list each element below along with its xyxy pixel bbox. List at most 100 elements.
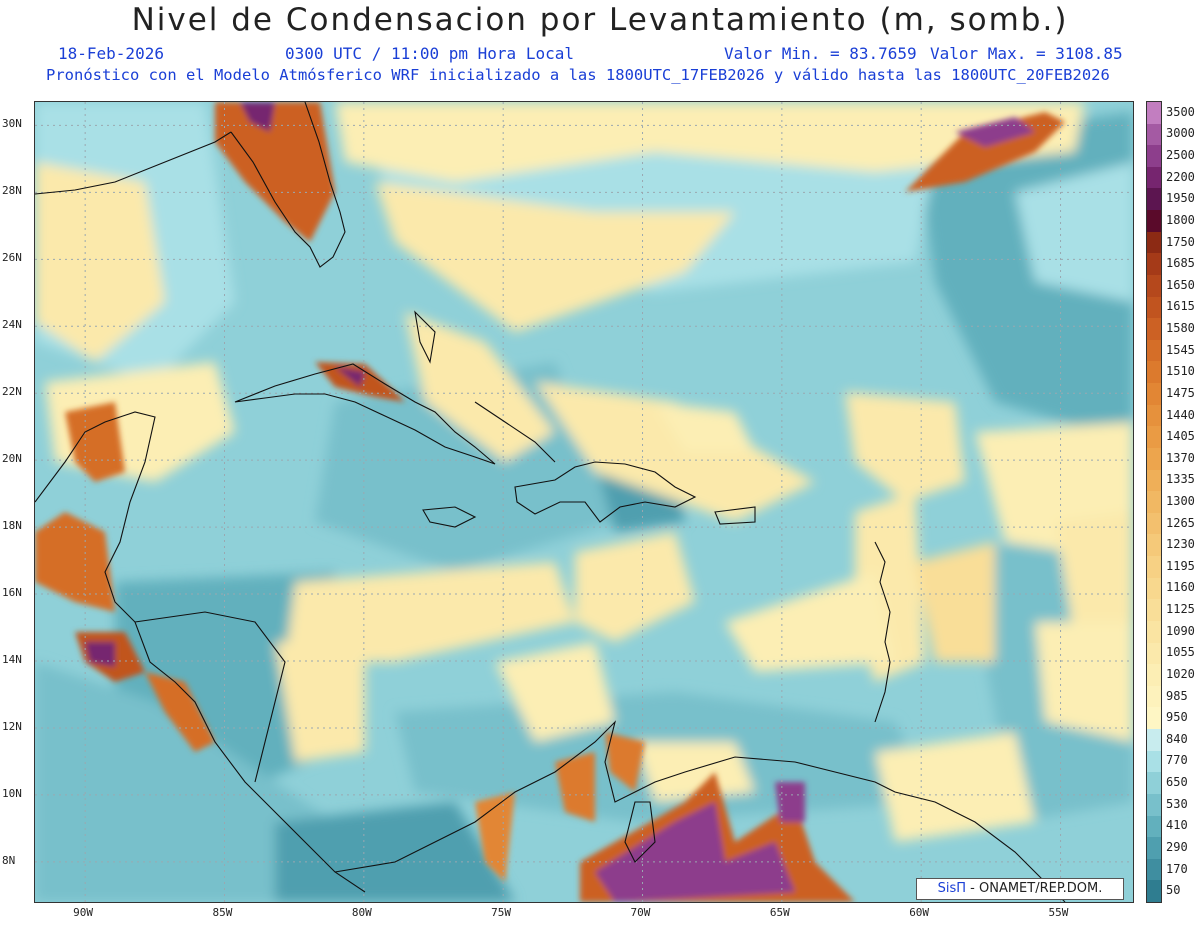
coastlines [35,102,1066,902]
lat-label: 30N [2,117,22,131]
lat-label: 22N [2,385,22,399]
colorbar-level-label: 1370 [1166,450,1195,465]
lon-label: 60W [909,906,930,919]
colorbar-swatch [1147,404,1161,427]
colorbar-swatch [1147,880,1161,903]
colorbar-swatch [1147,534,1161,557]
colorbar-swatch [1147,729,1161,752]
colorbar-level-label: 1685 [1166,256,1195,271]
colorbar-level-label: 770 [1166,753,1188,768]
colorbar-swatch [1147,383,1161,406]
lat-label: 26N [2,251,22,265]
colorbar-level-label: 1650 [1166,277,1195,292]
colorbar-swatch [1147,793,1161,816]
lat-label: 10N [2,786,22,800]
colorbar-swatch [1147,707,1161,730]
colorbar-swatch [1147,599,1161,622]
lcl-field-map [35,102,1133,902]
model-info: Pronóstico con el Modelo Atmósferico WRF… [46,66,1110,84]
colorbar-level-label: 1750 [1166,234,1195,249]
max-value: Valor Max. = 3108.85 [930,44,1123,63]
colorbar [1146,101,1162,903]
lon-label: 65W [769,906,790,919]
colorbar-level-label: 1615 [1166,299,1195,314]
colorbar-level-label: 3500 [1166,104,1195,119]
colorbar-swatch [1147,296,1161,319]
colorbar-level-label: 3000 [1166,126,1195,141]
colorbar-level-label: 170 [1166,861,1188,876]
lat-label: 12N [2,719,22,733]
colorbar-level-label: 1090 [1166,623,1195,638]
colorbar-swatch [1147,339,1161,362]
min-value: Valor Min. = 83.7659 [724,44,917,63]
colorbar-level-label: 1055 [1166,645,1195,660]
credit-box: SisΠ - ONAMET/REP.DOM. [916,878,1124,900]
colorbar-level-label: 290 [1166,839,1188,854]
colorbar-level-label: 1300 [1166,494,1195,508]
map-title: Nivel de Condensacion por Levantamiento … [131,2,1069,38]
colorbar-swatch [1147,772,1161,795]
colorbar-swatch [1147,577,1161,600]
colorbar-level-label: 985 [1166,688,1188,703]
colorbar-level-label: 1160 [1166,580,1195,595]
lon-label: 85W [212,906,233,919]
colorbar-level-label: 1125 [1166,602,1195,617]
colorbar-swatch [1147,837,1161,860]
colorbar-level-label: 410 [1166,818,1188,833]
colorbar-swatch [1147,491,1161,514]
colorbar-level-label: 1230 [1166,537,1195,552]
lon-label: 75W [491,906,512,919]
colorbar-swatch [1147,815,1161,838]
colorbar-level-label: 1335 [1166,472,1195,487]
colorbar-level-label: 1800 [1166,212,1195,227]
colorbar-swatch [1147,318,1161,341]
lat-label: 16N [2,586,22,600]
lat-label: 18N [2,519,22,533]
colorbar-level-label: 50 [1166,883,1181,898]
lat-label: 24N [2,318,22,332]
map-panel [34,101,1134,903]
colorbar-swatch [1147,102,1161,125]
colorbar-swatch [1147,556,1161,579]
colorbar-level-label: 1545 [1166,342,1195,357]
credit-text: - ONAMET/REP.DOM. [966,881,1103,896]
colorbar-level-label: 950 [1166,710,1188,725]
colorbar-swatch [1147,188,1161,211]
colorbar-swatch [1147,620,1161,644]
colorbar-swatch [1147,361,1161,384]
colorbar-swatch [1147,253,1161,276]
lon-label: 55W [1048,906,1069,919]
colorbar-swatch [1147,145,1161,168]
colorbar-level-label: 840 [1166,731,1188,746]
colorbar-swatch [1147,664,1161,687]
lon-label: 90W [73,906,94,919]
colorbar-level-label: 1020 [1166,666,1195,681]
sispi-logo-text: SisΠ [937,881,967,896]
colorbar-level-label: 2200 [1166,169,1195,184]
lon-label: 80W [351,906,372,919]
forecast-date: 18-Feb-2026 [58,44,164,63]
colorbar-swatch [1147,447,1161,471]
forecast-time: 0300 UTC / 11:00 pm Hora Local [285,44,574,63]
colorbar-swatch [1147,426,1161,449]
colorbar-level-label: 1195 [1166,558,1195,573]
lat-label: 8N [2,853,16,867]
colorbar-swatch [1147,750,1161,773]
lon-label: 70W [630,906,651,919]
colorbar-swatch [1147,469,1161,492]
colorbar-level-label: 530 [1166,796,1188,811]
colorbar-swatch [1147,231,1161,254]
colorbar-level-label: 1580 [1166,321,1195,336]
colorbar-swatch [1147,642,1161,665]
lat-label: 14N [2,652,22,666]
colorbar-level-label: 1950 [1166,191,1195,206]
colorbar-level-label: 1510 [1166,364,1195,379]
colorbar-level-label: 1440 [1166,407,1195,422]
colorbar-swatch [1147,166,1161,189]
colorbar-swatch [1147,123,1161,146]
colorbar-swatch [1147,210,1161,233]
lat-label: 28N [2,184,22,198]
colorbar-level-label: 1405 [1166,429,1195,444]
colorbar-swatch [1147,512,1161,535]
graticule [35,102,1133,902]
